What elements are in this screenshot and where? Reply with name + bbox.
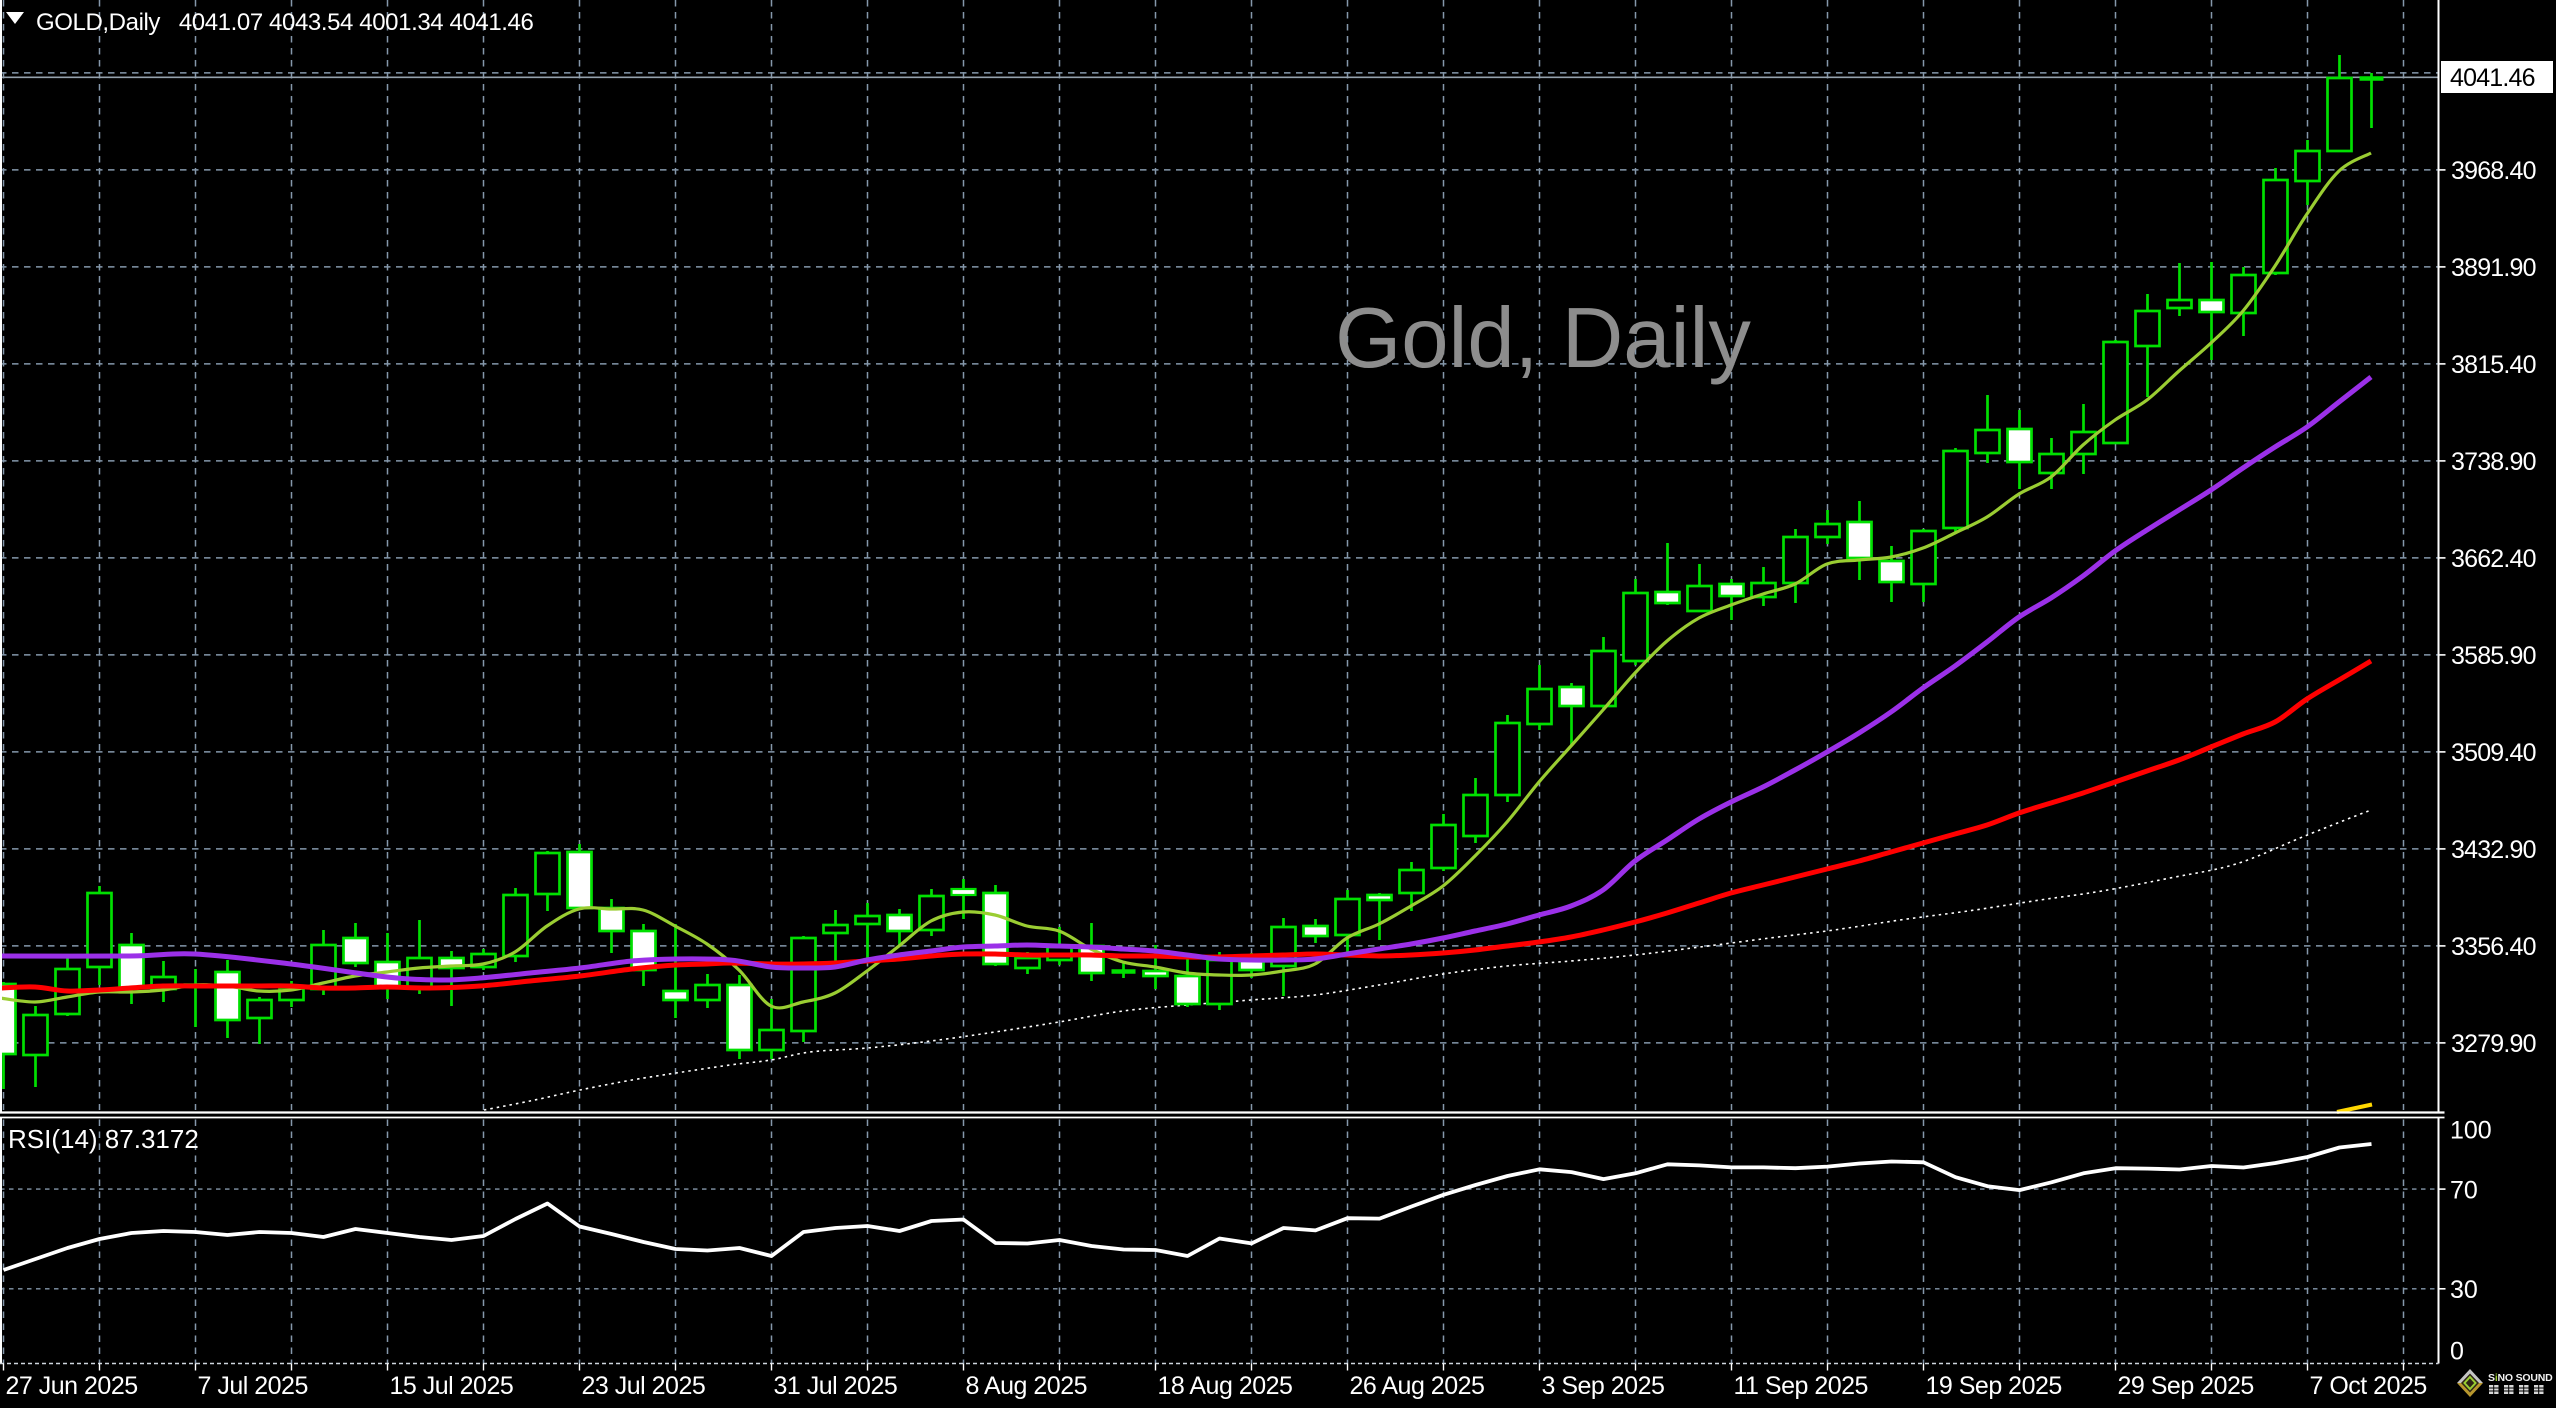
svg-text:4041.46: 4041.46 <box>2450 64 2535 92</box>
svg-text:19 Sep 2025: 19 Sep 2025 <box>1926 1372 2062 1400</box>
svg-text:23 Jul 2025: 23 Jul 2025 <box>582 1372 706 1400</box>
svg-text:18 Aug 2025: 18 Aug 2025 <box>1158 1372 1293 1400</box>
svg-text:3585.90: 3585.90 <box>2451 642 2536 670</box>
svg-text:7 Oct 2025: 7 Oct 2025 <box>2310 1372 2427 1400</box>
svg-text:3432.90: 3432.90 <box>2451 836 2536 864</box>
svg-text:100: 100 <box>2450 1117 2492 1145</box>
svg-text:SiNO SOUND: SiNO SOUND <box>2488 1372 2553 1384</box>
svg-text:26 Aug 2025: 26 Aug 2025 <box>1350 1372 1485 1400</box>
svg-text:31 Jul 2025: 31 Jul 2025 <box>774 1372 898 1400</box>
svg-text:3279.90: 3279.90 <box>2451 1030 2536 1058</box>
svg-text:GOLD,Daily 4041.07 4043.54 4: GOLD,Daily 4041.07 4043.54 4001.34 4041.… <box>36 9 534 36</box>
svg-text:0: 0 <box>2450 1338 2464 1366</box>
svg-text:3891.90: 3891.90 <box>2451 254 2536 282</box>
svg-text:3 Sep 2025: 3 Sep 2025 <box>1542 1372 1665 1400</box>
svg-text:3815.40: 3815.40 <box>2451 351 2536 379</box>
svg-text:11 Sep 2025: 11 Sep 2025 <box>1734 1372 1868 1400</box>
svg-text:RSI(14) 87.3172: RSI(14) 87.3172 <box>8 1124 199 1154</box>
svg-text:3738.90: 3738.90 <box>2451 448 2536 476</box>
svg-text:Gold, Daily: Gold, Daily <box>1335 291 1751 386</box>
svg-text:8 Aug 2025: 8 Aug 2025 <box>966 1372 1088 1400</box>
svg-text:29 Sep 2025: 29 Sep 2025 <box>2118 1372 2254 1400</box>
svg-text:3662.40: 3662.40 <box>2451 545 2536 573</box>
svg-text:7 Jul 2025: 7 Jul 2025 <box>198 1372 308 1400</box>
svg-text:15 Jul 2025: 15 Jul 2025 <box>390 1372 514 1400</box>
svg-text:3509.40: 3509.40 <box>2451 739 2536 767</box>
svg-text:30: 30 <box>2450 1276 2478 1304</box>
svg-text:70: 70 <box>2450 1177 2478 1205</box>
svg-text:27 Jun 2025: 27 Jun 2025 <box>6 1372 138 1400</box>
svg-text:3968.40: 3968.40 <box>2451 157 2536 185</box>
svg-text:3356.40: 3356.40 <box>2451 933 2536 961</box>
